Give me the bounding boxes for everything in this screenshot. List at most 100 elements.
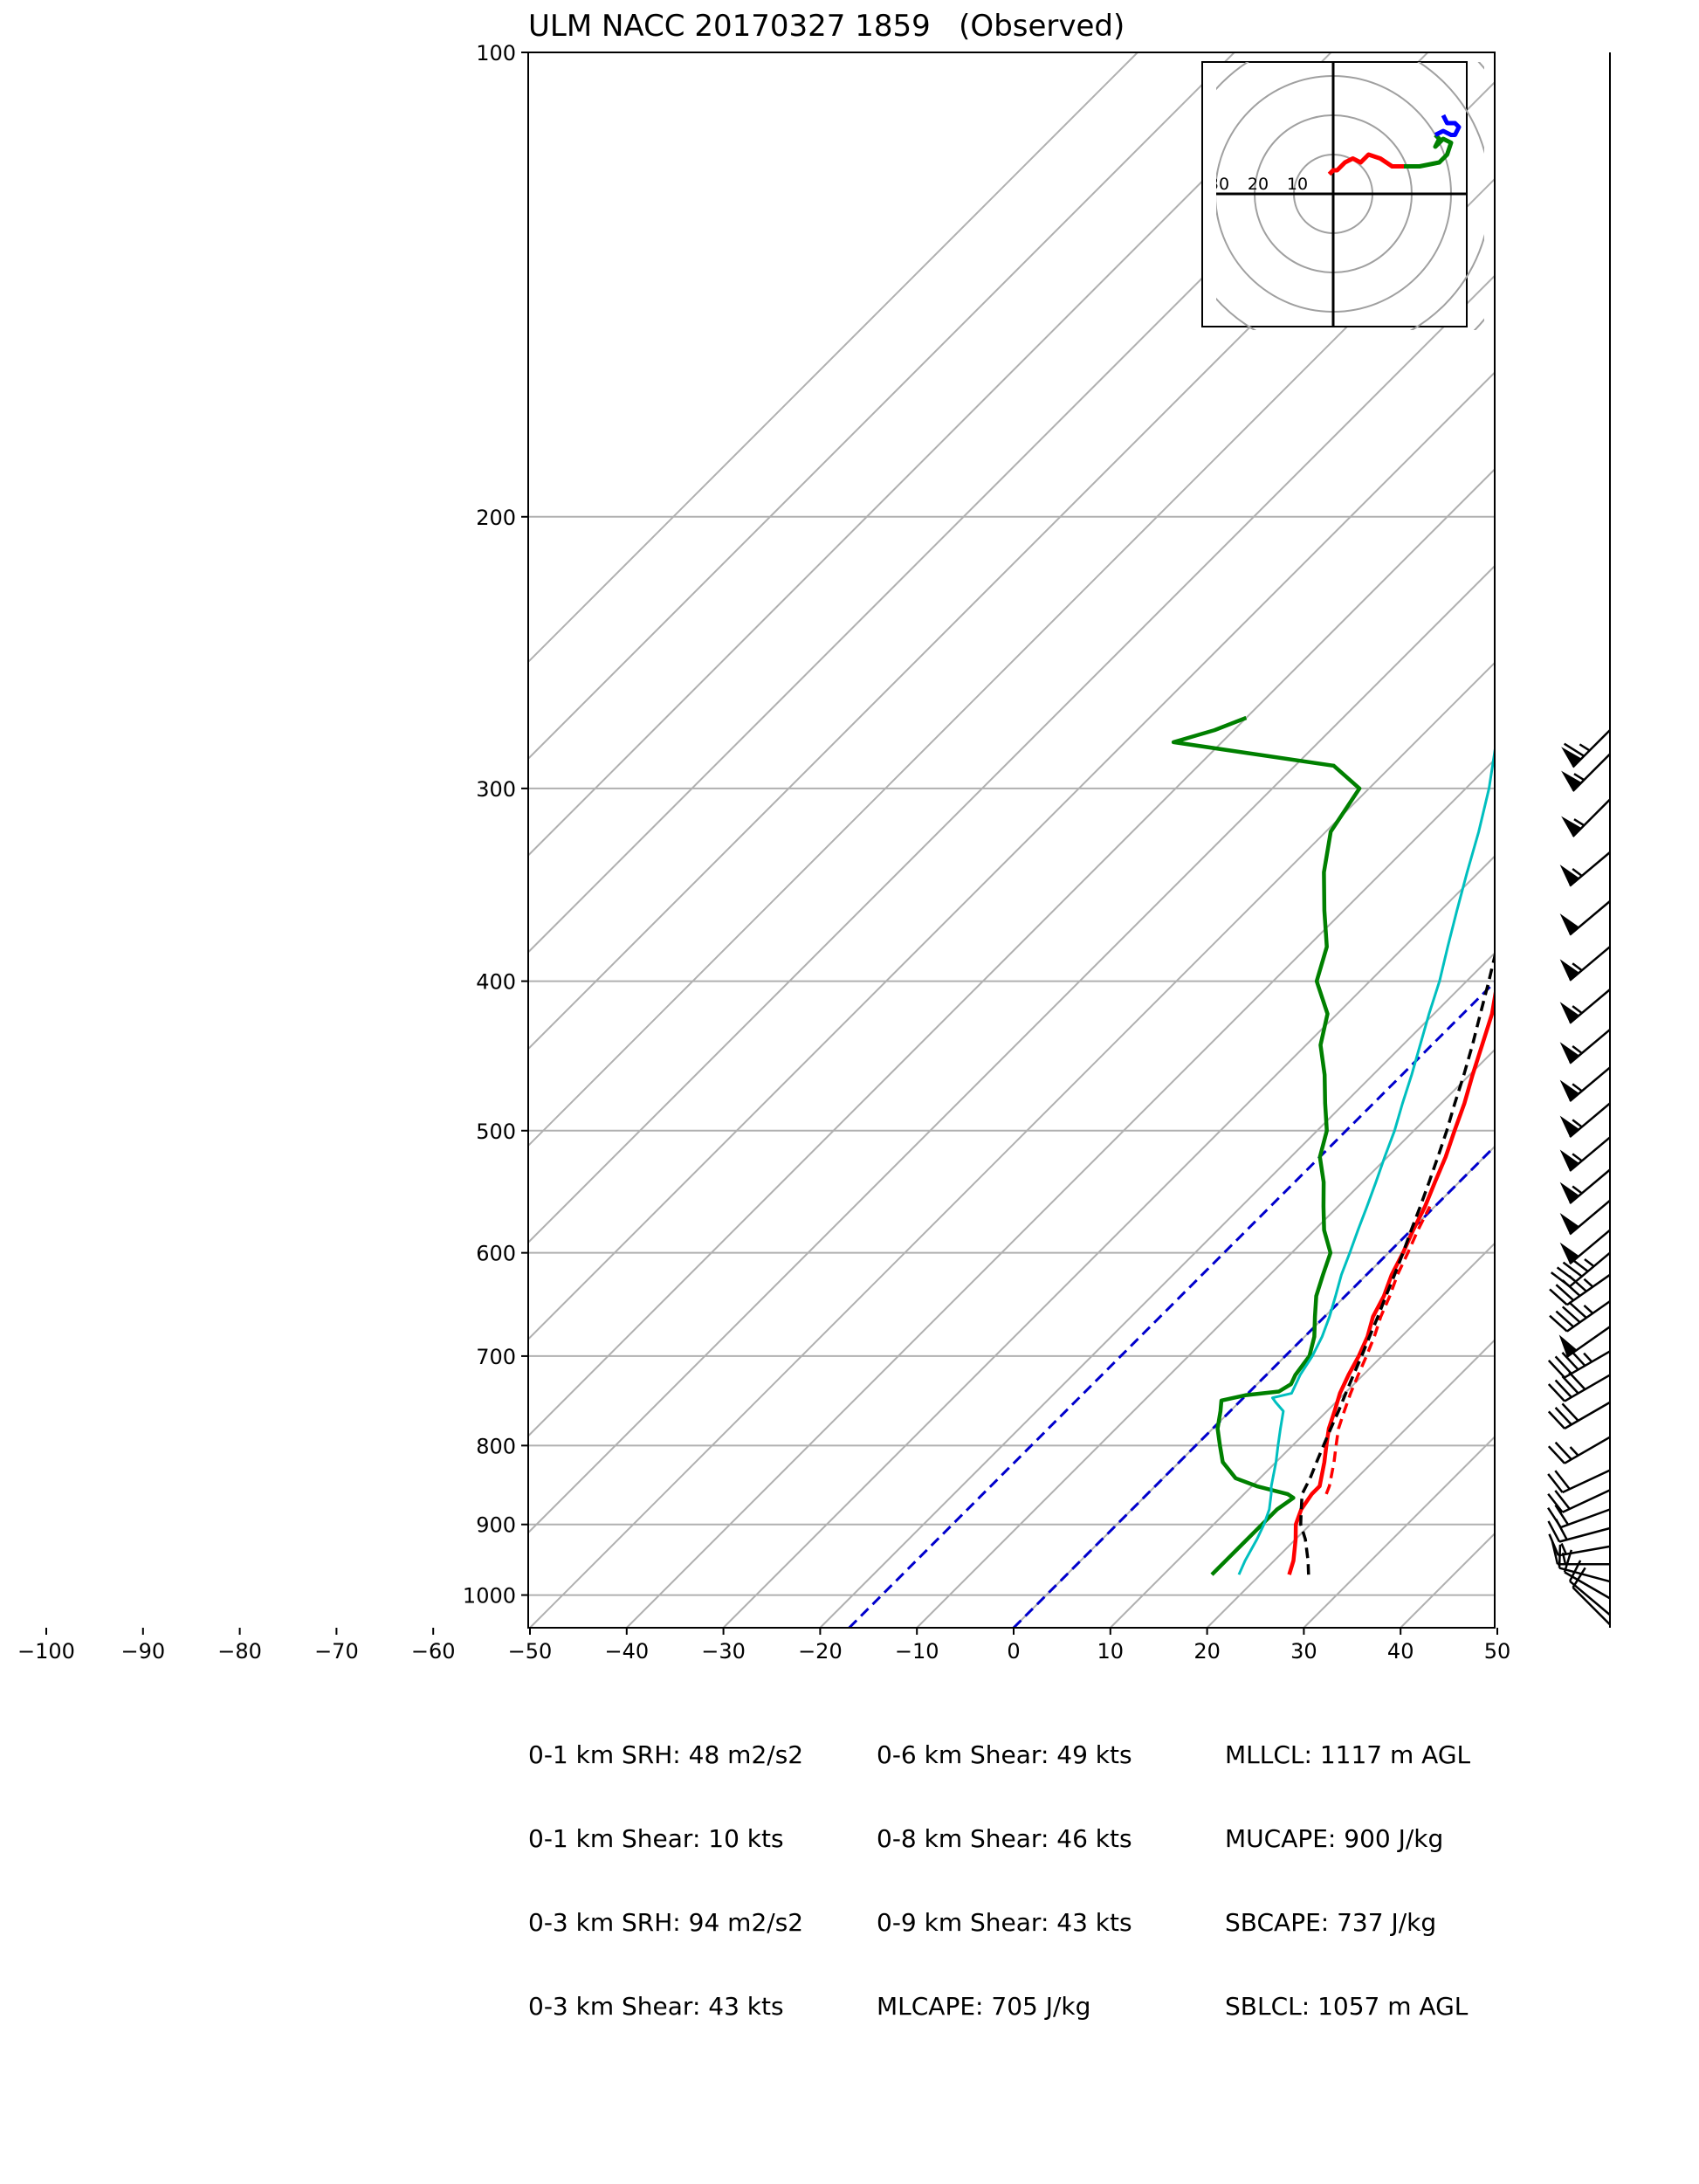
barb-half [1572, 1153, 1583, 1162]
barb-staff [1569, 1066, 1611, 1102]
wind-barb [1559, 1102, 1611, 1138]
y-tick-label: 700 [476, 1345, 516, 1369]
barb-flag [1559, 865, 1579, 886]
wind-barb [1547, 1401, 1611, 1430]
stats-column-2: 0-6 km Shear: 49 kts 0-8 km Shear: 46 kt… [877, 1685, 1132, 2049]
barb-full [1554, 1490, 1571, 1510]
x-tick-label: 20 [1193, 1639, 1221, 1664]
isotherm-line [528, 52, 1235, 761]
isotherm-line [528, 371, 1495, 1341]
barb-staff [1566, 1300, 1611, 1333]
wind-barb [1558, 1544, 1611, 1583]
barb-staff [1569, 946, 1611, 982]
barb-full [1562, 1261, 1583, 1278]
freezing-isotherm-line [1012, 1144, 1495, 1628]
barb-staff [1562, 1489, 1611, 1513]
isotherm-line [528, 564, 1495, 1534]
virtual-temperature-line [1324, 1205, 1432, 1495]
barb-half [1561, 1552, 1567, 1565]
barb-staff [1569, 1136, 1611, 1172]
wind-barb [1549, 1300, 1611, 1333]
barb-full [1554, 1355, 1572, 1374]
barb-staff [1572, 729, 1611, 768]
axes: −100 −90 −80 −70 −60 −50 −40 −30 −20 −10 0 10 20 30 40… [17, 41, 1510, 1664]
x-tick-label: −100 [17, 1639, 75, 1664]
barb-full [1547, 1383, 1565, 1402]
barb-staff [1560, 1508, 1611, 1529]
stat-mllcl: MLLCL: 1117 m AGL [1225, 1740, 1471, 1769]
barb-flag [1561, 816, 1582, 837]
barb-full [1558, 1544, 1562, 1568]
stat-shear-0-1: 0-1 km Shear: 10 kts [528, 1824, 784, 1853]
stat-mlcape: MLCAPE: 705 J/kg [877, 1992, 1091, 2021]
isotherm-line [528, 467, 1495, 1437]
barb-flag [1559, 913, 1579, 935]
barb-flag [1559, 1149, 1579, 1171]
stat-shear-0-8: 0-8 km Shear: 46 kts [877, 1824, 1132, 1853]
barb-full [1555, 1284, 1575, 1301]
stat-srh-0-3: 0-3 km SRH: 94 m2/s2 [528, 1908, 804, 1937]
hodograph-ring-label: 20 [1248, 175, 1269, 194]
barb-staff [1558, 1545, 1611, 1557]
barb-half [1572, 1185, 1583, 1195]
barb-full [1572, 1567, 1586, 1588]
barb-flag [1559, 1182, 1579, 1204]
barb-flag [1561, 770, 1582, 791]
wind-barb [1559, 1029, 1611, 1064]
barb-staff [1569, 1102, 1611, 1138]
wind-barb [1559, 1136, 1611, 1172]
barb-full [1555, 1310, 1575, 1328]
stats-column-1: 0-1 km SRH: 48 m2/s2 0-1 km Shear: 10 kt… [528, 1685, 803, 2049]
isotherm-line [528, 52, 1429, 954]
barb-full [1554, 1379, 1572, 1398]
isotherm-line [528, 52, 1332, 858]
x-tick-label: 0 [1007, 1639, 1020, 1664]
barb-half [1560, 1542, 1567, 1555]
barb-flag [1559, 1212, 1579, 1235]
y-tick-label: 1000 [463, 1584, 516, 1609]
barb-staff [1564, 1436, 1611, 1464]
x-tick-label: 10 [1097, 1639, 1125, 1664]
stat-mucape: MUCAPE: 900 J/kg [1225, 1824, 1444, 1853]
wind-barb [1547, 1519, 1611, 1543]
barb-flag [1559, 1002, 1579, 1023]
hodograph-ring-label: 10 [1287, 175, 1308, 194]
hodograph-ring-label: 40 [1169, 175, 1190, 194]
barb-full [1547, 1520, 1561, 1543]
barb-staff [1564, 1350, 1611, 1379]
barb-full [1561, 1306, 1581, 1324]
barb-flag [1559, 1242, 1579, 1264]
wind-barb [1547, 1371, 1611, 1402]
barb-staff [1569, 900, 1611, 936]
y-tick-label: 400 [476, 970, 516, 995]
x-tick-label: −30 [701, 1639, 746, 1664]
barb-full [1568, 1256, 1589, 1272]
barb-half [1584, 1258, 1595, 1268]
stat-sbcape: SBCAPE: 737 J/kg [1225, 1908, 1437, 1937]
wind-barb [1559, 851, 1611, 887]
wind-barb [1547, 1504, 1611, 1529]
wind-barb [1547, 1436, 1611, 1464]
isotherm-line [916, 1048, 1495, 1628]
x-tick-label: −60 [411, 1639, 456, 1664]
x-tick-label: 30 [1290, 1639, 1317, 1664]
barb-full [1549, 1288, 1568, 1306]
isotherm-line [819, 951, 1495, 1628]
wind-barb [1559, 946, 1611, 982]
isotherm-line [1206, 1339, 1495, 1628]
barb-staff [1569, 851, 1611, 887]
barb-full [1547, 1492, 1564, 1513]
x-tick-label: −90 [120, 1639, 165, 1664]
x-tick-label: −20 [798, 1639, 843, 1664]
barb-full [1549, 1314, 1568, 1333]
barb-staff [1569, 1168, 1611, 1205]
barb-full [1554, 1406, 1572, 1426]
barb-staff [1564, 1374, 1611, 1402]
barb-flag [1559, 959, 1579, 981]
barb-half [1572, 1045, 1583, 1055]
barb-flag [1559, 1079, 1579, 1101]
barb-half [1579, 743, 1591, 752]
barb-staff [1562, 1469, 1611, 1494]
hodograph-trace [1404, 133, 1454, 169]
